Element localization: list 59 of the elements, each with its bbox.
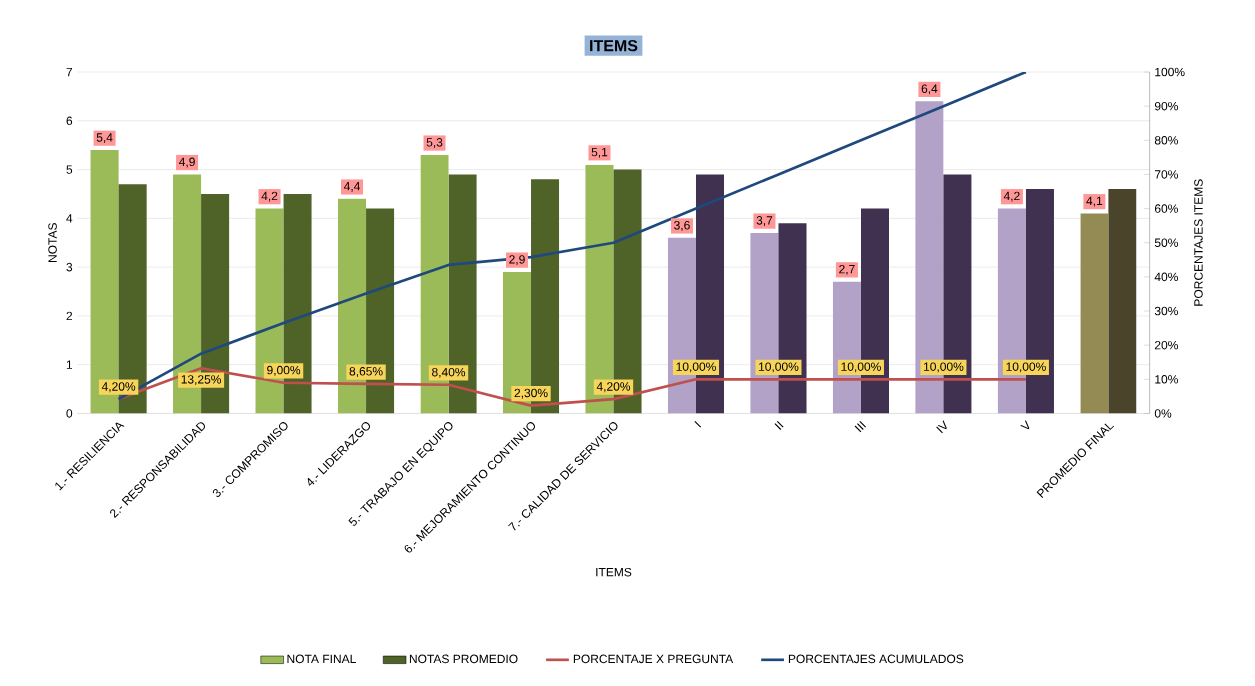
data-label: 2,30% xyxy=(514,388,548,399)
data-label: 5,3 xyxy=(426,138,443,149)
y2-tick-label: 10% xyxy=(1155,375,1178,384)
data-label: 4,2 xyxy=(261,191,278,202)
data-label: 10,00% xyxy=(841,362,881,373)
x-tick-label: III xyxy=(854,421,867,433)
y-tick-label: 6 xyxy=(66,116,73,126)
data-label: 5,4 xyxy=(96,133,113,144)
data-label: 8,65% xyxy=(349,367,383,378)
data-label: 5,1 xyxy=(591,148,608,158)
y-tick-label: 4 xyxy=(66,214,73,223)
data-label: 4,2 xyxy=(1003,191,1020,202)
data-label: 4,4 xyxy=(343,182,361,193)
y2-tick-label: 50% xyxy=(1154,238,1178,248)
data-label: 13,25% xyxy=(181,375,222,386)
y2-axis-title: PORCENTAJES ITEMS xyxy=(1194,179,1203,306)
y-tick-label: 7 xyxy=(66,68,73,77)
y2-tick-label: 40% xyxy=(1154,272,1178,282)
legend-label: NOTA FINAL xyxy=(287,654,356,664)
data-label: 2,7 xyxy=(839,265,855,276)
legend-label: PORCENTAJE X PREGUNTA xyxy=(573,654,734,664)
y-tick-label: 3 xyxy=(66,263,73,272)
data-label: 10,00% xyxy=(924,362,964,373)
bar xyxy=(1108,189,1137,414)
y2-tick-label: 80% xyxy=(1154,136,1178,145)
y-tick-label: 5 xyxy=(66,165,73,174)
data-label: 3,7 xyxy=(756,216,773,227)
data-label: 4,9 xyxy=(178,157,195,168)
data-label: 4,20% xyxy=(596,382,631,393)
legend-label: NOTAS PROMEDIO xyxy=(409,654,518,664)
bar xyxy=(1080,213,1109,414)
x-tick-label: IV xyxy=(936,420,947,434)
y2-tick-label: 70% xyxy=(1154,170,1178,179)
y2-tick-label: 0% xyxy=(1154,409,1172,418)
y-tick-label: 0 xyxy=(66,409,73,418)
x-tick-label: II xyxy=(774,421,784,431)
y-axis-title: NOTAS xyxy=(48,223,57,263)
y-tick-label: 2 xyxy=(66,311,73,321)
x-tick-label: V xyxy=(1020,420,1030,430)
data-label: 8,40% xyxy=(432,368,466,379)
data-label: 4,1 xyxy=(1086,196,1103,207)
x-axis-title: ITEMS xyxy=(596,568,632,577)
data-label: 9,00% xyxy=(267,366,301,376)
data-label: 2,9 xyxy=(509,255,525,266)
data-label: 10,00% xyxy=(759,362,799,373)
y2-tick-label: 30% xyxy=(1154,306,1178,316)
data-label: 10,00% xyxy=(1006,362,1046,373)
y2-tick-label: 20% xyxy=(1154,341,1178,350)
legend-label: PORCENTAJES ACUMULADOS xyxy=(788,654,964,664)
y2-tick-label: 100% xyxy=(1155,67,1185,77)
data-label: 3,6 xyxy=(674,221,690,232)
x-tick-label: I xyxy=(694,421,702,428)
data-label: 6,4 xyxy=(921,84,938,95)
y2-tick-label: 60% xyxy=(1154,204,1178,214)
data-label: 4,20% xyxy=(101,382,136,393)
y2-tick-label: 90% xyxy=(1154,102,1178,111)
data-label: 10,00% xyxy=(676,362,716,373)
chart-title: ITEMS xyxy=(590,40,638,52)
y-tick-label: 1 xyxy=(66,360,73,370)
